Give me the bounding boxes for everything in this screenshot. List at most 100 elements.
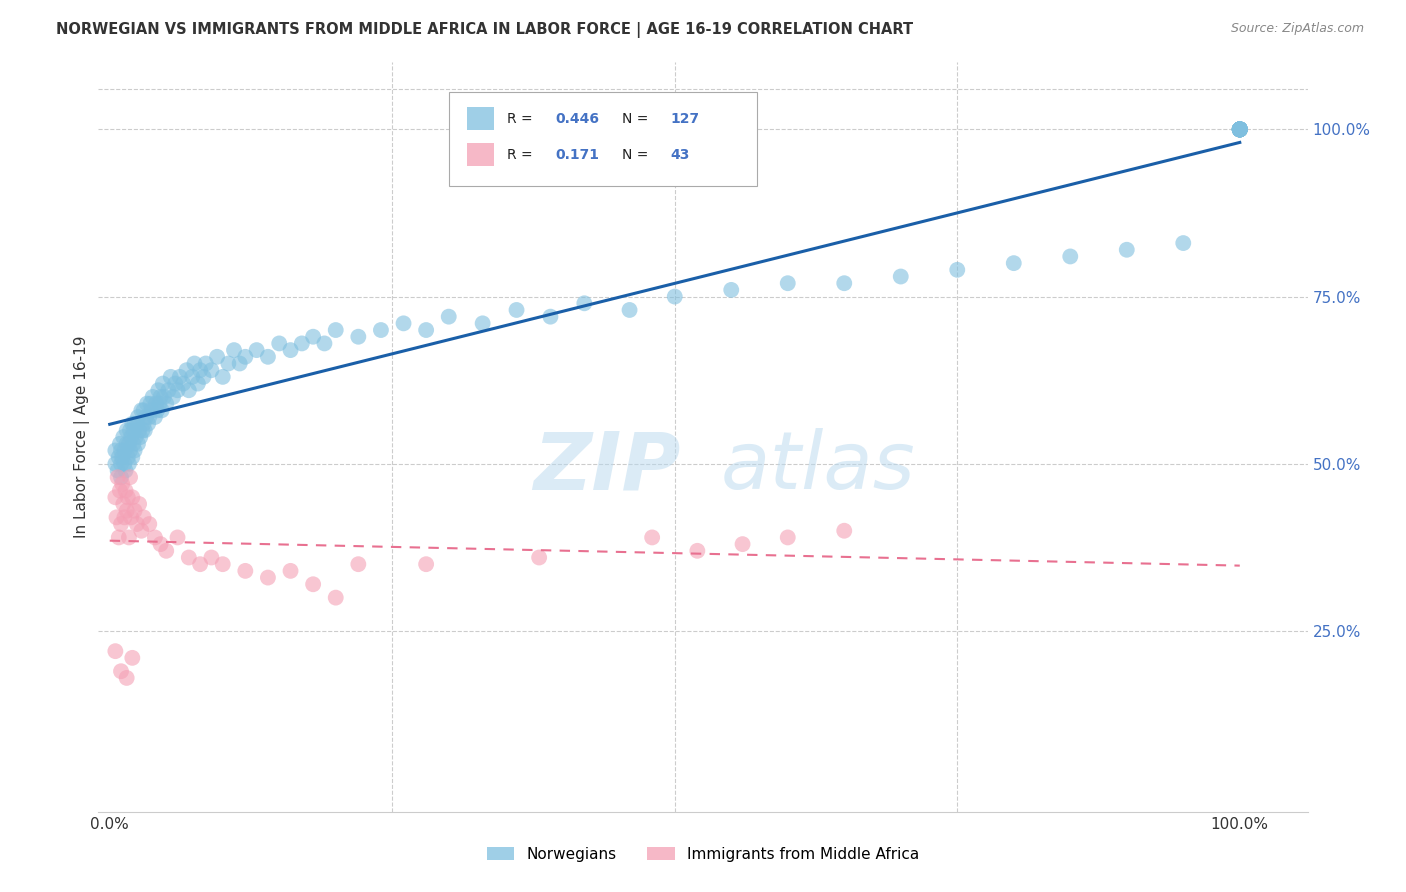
Point bbox=[415, 323, 437, 337]
Point bbox=[143, 530, 166, 544]
Text: 0.171: 0.171 bbox=[555, 147, 599, 161]
Point bbox=[153, 390, 176, 404]
Point bbox=[131, 403, 153, 417]
Point bbox=[1229, 122, 1251, 136]
Point bbox=[200, 363, 222, 377]
Text: R =: R = bbox=[508, 112, 537, 126]
Point bbox=[104, 491, 127, 505]
Point bbox=[115, 424, 138, 438]
Point bbox=[471, 317, 494, 331]
Point bbox=[142, 390, 165, 404]
Point bbox=[128, 497, 150, 511]
Point bbox=[188, 557, 211, 572]
Point bbox=[136, 417, 159, 431]
Point bbox=[110, 470, 132, 484]
Point bbox=[302, 577, 325, 591]
Point bbox=[832, 524, 855, 538]
Point bbox=[1229, 122, 1251, 136]
Point bbox=[135, 410, 157, 425]
Point bbox=[172, 376, 194, 391]
Point bbox=[134, 424, 156, 438]
Point bbox=[124, 417, 146, 431]
Point bbox=[110, 457, 132, 471]
Point bbox=[731, 537, 754, 551]
Point bbox=[1229, 122, 1251, 136]
Point bbox=[136, 396, 159, 410]
Point bbox=[257, 571, 280, 585]
Point bbox=[112, 497, 135, 511]
Point bbox=[1229, 122, 1251, 136]
Point bbox=[1229, 122, 1251, 136]
Point bbox=[115, 437, 138, 451]
Point bbox=[112, 443, 135, 458]
Point bbox=[110, 443, 132, 458]
Point bbox=[145, 396, 167, 410]
Point bbox=[159, 369, 181, 384]
Point bbox=[1173, 236, 1195, 251]
Point bbox=[165, 376, 187, 391]
FancyBboxPatch shape bbox=[467, 107, 494, 130]
Legend: Norwegians, Immigrants from Middle Africa: Norwegians, Immigrants from Middle Afric… bbox=[481, 840, 925, 868]
Point bbox=[217, 356, 239, 371]
Point bbox=[115, 503, 138, 517]
Point bbox=[527, 550, 550, 565]
Point bbox=[222, 343, 245, 358]
Point bbox=[1229, 122, 1251, 136]
Point bbox=[157, 384, 180, 398]
Point bbox=[149, 390, 172, 404]
Point bbox=[437, 310, 460, 324]
Point bbox=[302, 330, 325, 344]
Point bbox=[138, 410, 160, 425]
Point bbox=[112, 510, 135, 524]
Text: R =: R = bbox=[508, 147, 541, 161]
Point bbox=[574, 296, 596, 310]
Point bbox=[1229, 122, 1251, 136]
Point bbox=[155, 396, 177, 410]
Point bbox=[1002, 256, 1025, 270]
Point bbox=[120, 424, 142, 438]
Point bbox=[166, 530, 188, 544]
Point bbox=[169, 369, 191, 384]
Text: Source: ZipAtlas.com: Source: ZipAtlas.com bbox=[1230, 22, 1364, 36]
Point bbox=[325, 323, 347, 337]
Point bbox=[104, 457, 127, 471]
Y-axis label: In Labor Force | Age 16-19: In Labor Force | Age 16-19 bbox=[75, 335, 90, 539]
Point bbox=[139, 396, 162, 410]
Point bbox=[107, 470, 129, 484]
Point bbox=[150, 403, 173, 417]
Point bbox=[108, 483, 131, 498]
Point bbox=[187, 376, 209, 391]
Point bbox=[1229, 122, 1251, 136]
Point bbox=[104, 644, 127, 658]
Point bbox=[166, 384, 188, 398]
Point bbox=[1229, 122, 1251, 136]
Point bbox=[115, 671, 138, 685]
Point bbox=[641, 530, 664, 544]
Point bbox=[193, 369, 215, 384]
Point bbox=[1229, 122, 1251, 136]
Point bbox=[1229, 122, 1251, 136]
Point bbox=[114, 464, 136, 478]
Point bbox=[104, 443, 127, 458]
Point bbox=[132, 510, 155, 524]
Point bbox=[1229, 122, 1251, 136]
Point bbox=[1229, 122, 1251, 136]
Point bbox=[392, 317, 415, 331]
Text: 0.446: 0.446 bbox=[555, 112, 599, 126]
Point bbox=[347, 330, 370, 344]
Text: ZIP: ZIP bbox=[533, 428, 681, 506]
Point bbox=[233, 564, 256, 578]
Point bbox=[118, 530, 141, 544]
Point bbox=[1229, 122, 1251, 136]
Point bbox=[149, 537, 172, 551]
Point bbox=[122, 424, 145, 438]
Point bbox=[664, 289, 686, 303]
Point bbox=[415, 557, 437, 572]
Point bbox=[120, 443, 142, 458]
Text: atlas: atlas bbox=[720, 428, 915, 506]
Text: 127: 127 bbox=[671, 112, 699, 126]
Point bbox=[1229, 122, 1251, 136]
Point bbox=[188, 363, 211, 377]
Point bbox=[114, 483, 136, 498]
Point bbox=[132, 417, 155, 431]
